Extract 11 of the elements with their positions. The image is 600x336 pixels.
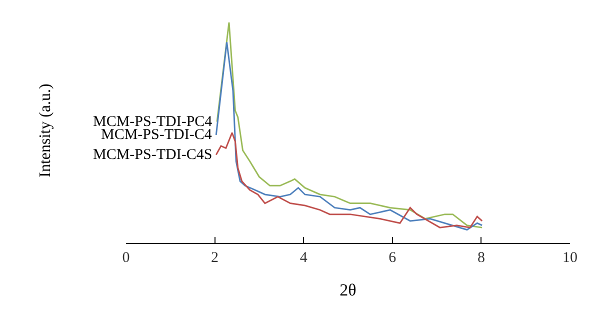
x-tick-label: 0 (122, 250, 130, 266)
y-axis-title: Intensity (a.u.) (36, 84, 54, 178)
x-tick-label: 10 (562, 250, 578, 266)
series-label: MCM-PS-TDI-C4S (93, 147, 212, 163)
x-tick-label: 8 (477, 250, 485, 266)
series-label: MCM-PS-TDI-C4 (101, 127, 212, 143)
series-label: MCM-PS-TDI-PC4 (93, 114, 213, 130)
x-tick-label: 4 (300, 250, 308, 266)
x-tick-label: 6 (388, 250, 397, 266)
x-axis-title: 2θ (340, 280, 356, 300)
x-tick-label: 2 (211, 250, 219, 266)
